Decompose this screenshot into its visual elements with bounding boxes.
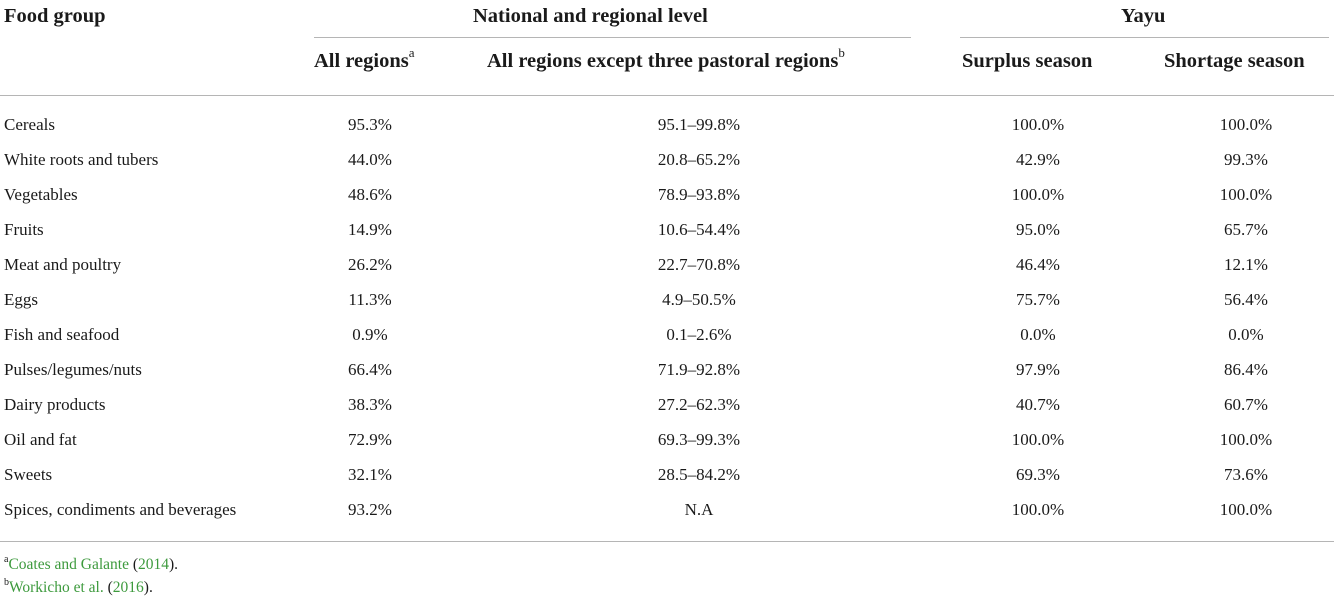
footnote-b-close: ). bbox=[143, 579, 153, 596]
cell-all: 72.9% bbox=[348, 430, 392, 449]
footnote-a-open: ( bbox=[128, 556, 139, 573]
cell-all: 0.9% bbox=[352, 325, 388, 344]
cell-except: 0.1–2.6% bbox=[666, 325, 732, 344]
footnote-a-link[interactable]: Coates and Galante bbox=[8, 556, 129, 573]
row-label: Vegetables bbox=[4, 185, 78, 204]
footnote-marker-b: b bbox=[838, 45, 845, 61]
cell-surplus: 100.0% bbox=[1011, 500, 1065, 519]
row-label: Fish and seafood bbox=[4, 325, 120, 344]
row-label: Meat and poultry bbox=[4, 255, 122, 274]
cell-all: 48.6% bbox=[348, 185, 392, 204]
cell-shortage: 100.0% bbox=[1219, 500, 1273, 519]
cell-surplus: 100.0% bbox=[1011, 185, 1065, 204]
cell-except: 22.7–70.8% bbox=[657, 255, 741, 274]
header-except-pastoral-label: All regions except three pastoral region… bbox=[487, 50, 839, 72]
cell-surplus: 0.0% bbox=[1020, 325, 1056, 344]
cell-surplus: 69.3% bbox=[1016, 465, 1060, 484]
cell-except: 10.6–54.4% bbox=[657, 220, 741, 239]
cell-shortage: 99.3% bbox=[1224, 150, 1268, 169]
cell-surplus: 95.0% bbox=[1016, 220, 1060, 239]
cell-except: 28.5–84.2% bbox=[657, 465, 741, 484]
cell-shortage: 60.7% bbox=[1224, 395, 1268, 414]
cell-surplus: 40.7% bbox=[1016, 395, 1060, 414]
header-shortage-season: Shortage season bbox=[1164, 50, 1305, 72]
row-label: Cereals bbox=[4, 115, 55, 134]
cell-shortage: 86.4% bbox=[1224, 360, 1268, 379]
cell-shortage: 65.7% bbox=[1224, 220, 1268, 239]
footnote-a-close: ). bbox=[169, 556, 179, 573]
cell-surplus: 100.0% bbox=[1011, 115, 1065, 134]
header-all-regions: All regionsa bbox=[314, 46, 415, 73]
cell-except: 20.8–65.2% bbox=[657, 150, 741, 169]
cell-shortage: 12.1% bbox=[1224, 255, 1268, 274]
footnote-b-year-link[interactable]: 2016 bbox=[112, 579, 144, 596]
row-label: Oil and fat bbox=[4, 430, 77, 449]
header-except-pastoral: All regions except three pastoral region… bbox=[487, 46, 845, 73]
header-all-regions-label: All regions bbox=[314, 50, 409, 72]
cell-surplus: 75.7% bbox=[1016, 290, 1060, 309]
cell-except: 27.2–62.3% bbox=[657, 395, 741, 414]
cell-except: N.A bbox=[684, 500, 714, 519]
header-surplus-season: Surplus season bbox=[962, 50, 1093, 72]
table-bottom-rule bbox=[0, 541, 1334, 542]
row-label: Spices, condiments and beverages bbox=[4, 500, 237, 519]
row-label: White roots and tubers bbox=[4, 150, 159, 169]
cell-surplus: 46.4% bbox=[1016, 255, 1060, 274]
cell-shortage: 0.0% bbox=[1228, 325, 1264, 344]
cell-all: 11.3% bbox=[348, 290, 392, 309]
cell-shortage: 100.0% bbox=[1219, 430, 1273, 449]
cell-all: 14.9% bbox=[348, 220, 392, 239]
row-label: Dairy products bbox=[4, 395, 106, 414]
row-label: Sweets bbox=[4, 465, 53, 484]
cell-except: 71.9–92.8% bbox=[657, 360, 741, 379]
row-label: Eggs bbox=[4, 290, 38, 309]
header-yayu: Yayu bbox=[1121, 5, 1166, 27]
cell-shortage: 56.4% bbox=[1224, 290, 1268, 309]
cell-except: 78.9–93.8% bbox=[657, 185, 741, 204]
cell-except: 69.3–99.3% bbox=[657, 430, 741, 449]
footnote-a: aCoates and Galante (2014). bbox=[4, 553, 179, 575]
group-underline-yayu bbox=[960, 37, 1329, 38]
footnote-b-open: ( bbox=[103, 579, 113, 596]
footnote-b-link[interactable]: Workicho et al. bbox=[9, 579, 104, 596]
footnote-marker-a: a bbox=[408, 45, 415, 61]
cell-except: 95.1–99.8% bbox=[657, 115, 741, 134]
footnote-b: bWorkicho et al. (2016). bbox=[4, 576, 153, 598]
cell-all: 44.0% bbox=[348, 150, 392, 169]
footnote-a-year-link[interactable]: 2014 bbox=[138, 556, 170, 573]
group-underline-national bbox=[314, 37, 911, 38]
cell-all: 95.3% bbox=[348, 115, 392, 134]
cell-surplus: 97.9% bbox=[1016, 360, 1060, 379]
cell-all: 38.3% bbox=[348, 395, 392, 414]
footnote-b-marker: b bbox=[4, 576, 9, 588]
row-label: Pulses/legumes/nuts bbox=[4, 360, 142, 379]
cell-all: 93.2% bbox=[348, 500, 392, 519]
footnote-a-marker: a bbox=[4, 553, 9, 565]
header-bottom-rule bbox=[0, 95, 1334, 96]
cell-all: 66.4% bbox=[348, 360, 392, 379]
cell-except: 4.9–50.5% bbox=[662, 290, 736, 309]
cell-surplus: 100.0% bbox=[1011, 430, 1065, 449]
cell-shortage: 100.0% bbox=[1219, 115, 1273, 134]
header-national-regional: National and regional level bbox=[473, 5, 708, 27]
cell-surplus: 42.9% bbox=[1016, 150, 1060, 169]
header-food-group: Food group bbox=[4, 5, 106, 27]
cell-shortage: 73.6% bbox=[1224, 465, 1268, 484]
cell-all: 32.1% bbox=[348, 465, 392, 484]
cell-shortage: 100.0% bbox=[1219, 185, 1273, 204]
cell-all: 26.2% bbox=[348, 255, 392, 274]
row-label: Fruits bbox=[4, 220, 44, 239]
